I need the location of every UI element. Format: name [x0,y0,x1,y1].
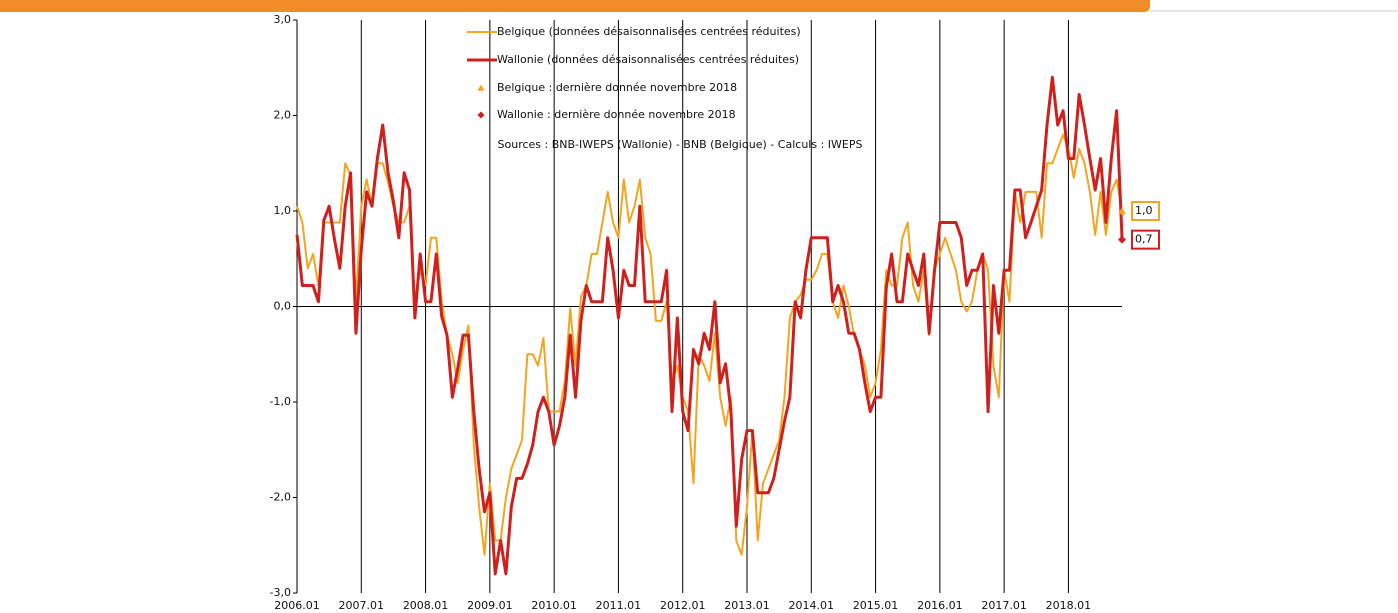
legend-label: Wallonie (données désaisonnalisées centr… [497,53,799,66]
value-label: 1,0 [1135,204,1153,217]
x-tick-label: 2006.01 [274,599,320,612]
y-tick-label: 2,0 [274,109,292,122]
y-tick-label: 1,0 [274,204,292,217]
series-line [295,75,1124,576]
x-tick-label: 2015.01 [853,599,899,612]
x-tick-label: 2007.01 [339,599,385,612]
y-tick-label: 0,0 [274,300,292,313]
x-tick-label: 2010.01 [531,599,577,612]
x-tick-label: 2008.01 [403,599,449,612]
series-line [296,133,1123,556]
legend-symbol [477,84,485,91]
top-bar [0,0,1150,12]
legend-label: Belgique (données désaisonnalisées centr… [497,25,801,38]
value-label: 0,7 [1135,233,1153,246]
last-point [1118,207,1126,215]
x-tick-label: 2009.01 [467,599,513,612]
x-tick-label: 2013.01 [724,599,770,612]
y-tick-label: -3,0 [270,586,291,599]
legend-symbol [477,111,485,119]
legend-label: Wallonie : dernière donnée novembre 2018 [497,108,736,121]
x-tick-label: 2018.01 [1046,599,1092,612]
y-tick-label: -2,0 [270,491,291,504]
last-point [1118,235,1126,244]
legend-label: Belgique : dernière donnée novembre 2018 [497,81,737,94]
source-note: Sources : BNB-IWEPS (Wallonie) - BNB (Be… [498,138,863,151]
x-tick-label: 2012.01 [660,599,706,612]
x-tick-label: 2014.01 [789,599,835,612]
y-tick-label: -1,0 [270,395,291,408]
value-label-box [1131,201,1160,221]
x-tick-label: 2011.01 [596,599,642,612]
y-tick-label: 3,0 [274,13,292,26]
x-tick-label: 2016.01 [917,599,963,612]
value-label-box [1131,229,1160,250]
x-tick-label: 2017.01 [981,599,1027,612]
